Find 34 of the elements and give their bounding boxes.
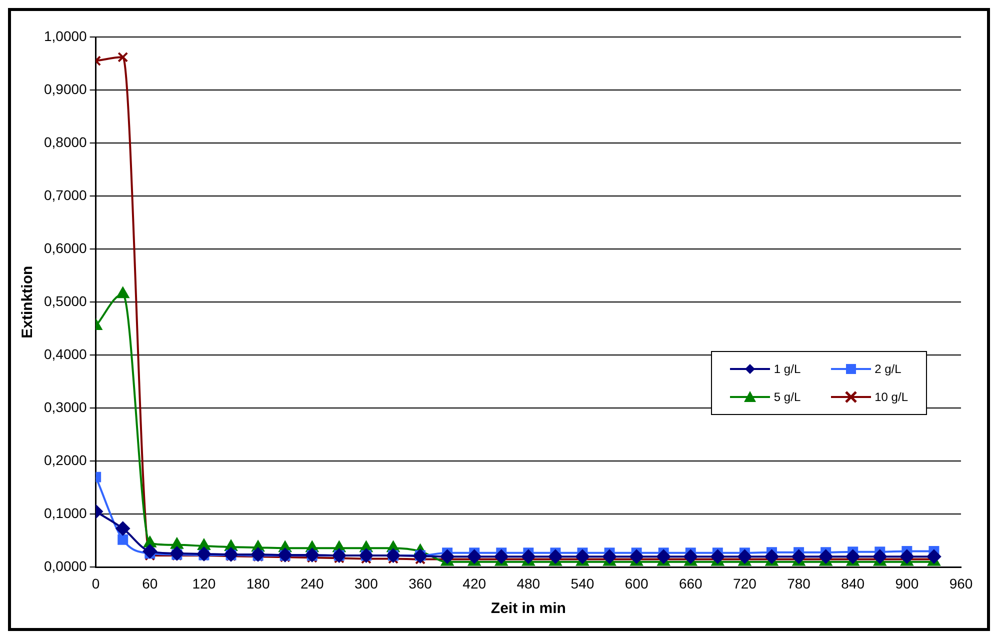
- x-tick-label: 720: [733, 575, 757, 592]
- x-tick-label: 60: [142, 575, 158, 592]
- x-axis-title: Zeit in min: [490, 600, 566, 618]
- y-tick-label: 0,8000: [44, 134, 88, 150]
- x-tick-label: 300: [354, 575, 378, 592]
- y-tick-label: 0,3000: [44, 399, 88, 415]
- x-tick-label: 240: [300, 575, 324, 592]
- y-tick-label: 0,6000: [44, 240, 88, 256]
- x-tick-label: 600: [624, 575, 648, 592]
- legend-label: 2 g/L: [874, 362, 902, 376]
- y-tick-label: 0,7000: [44, 186, 88, 203]
- x-tick-label: 840: [841, 575, 865, 592]
- y-tick-label: 0,5000: [44, 292, 88, 309]
- y-tick-label: 1,0000: [44, 28, 88, 44]
- legend-label: 5 g/L: [774, 390, 801, 404]
- legend-label: 10 g/L: [874, 390, 908, 404]
- x-tick-label: 480: [516, 575, 540, 592]
- y-tick-label: 0,1000: [44, 505, 88, 522]
- y-tick-label: 0,9000: [44, 80, 88, 97]
- x-tick-label: 0: [92, 575, 100, 592]
- x-tick-label: 120: [192, 575, 216, 592]
- x-tick-label: 540: [570, 575, 594, 592]
- y-tick-label: 0,4000: [44, 346, 88, 362]
- y-tick-label: 0,0000: [44, 558, 88, 574]
- x-tick-label: 960: [949, 575, 973, 592]
- x-tick-label: 900: [895, 575, 919, 592]
- y-axis-title: Extinktion: [19, 266, 36, 338]
- x-tick-label: 420: [462, 575, 486, 592]
- legend-label: 1 g/L: [774, 362, 801, 376]
- x-tick-label: 180: [246, 575, 270, 592]
- y-tick-label: 0,2000: [44, 452, 88, 468]
- x-tick-label: 360: [408, 575, 432, 592]
- x-tick-label: 780: [787, 575, 811, 592]
- x-tick-label: 660: [678, 575, 703, 592]
